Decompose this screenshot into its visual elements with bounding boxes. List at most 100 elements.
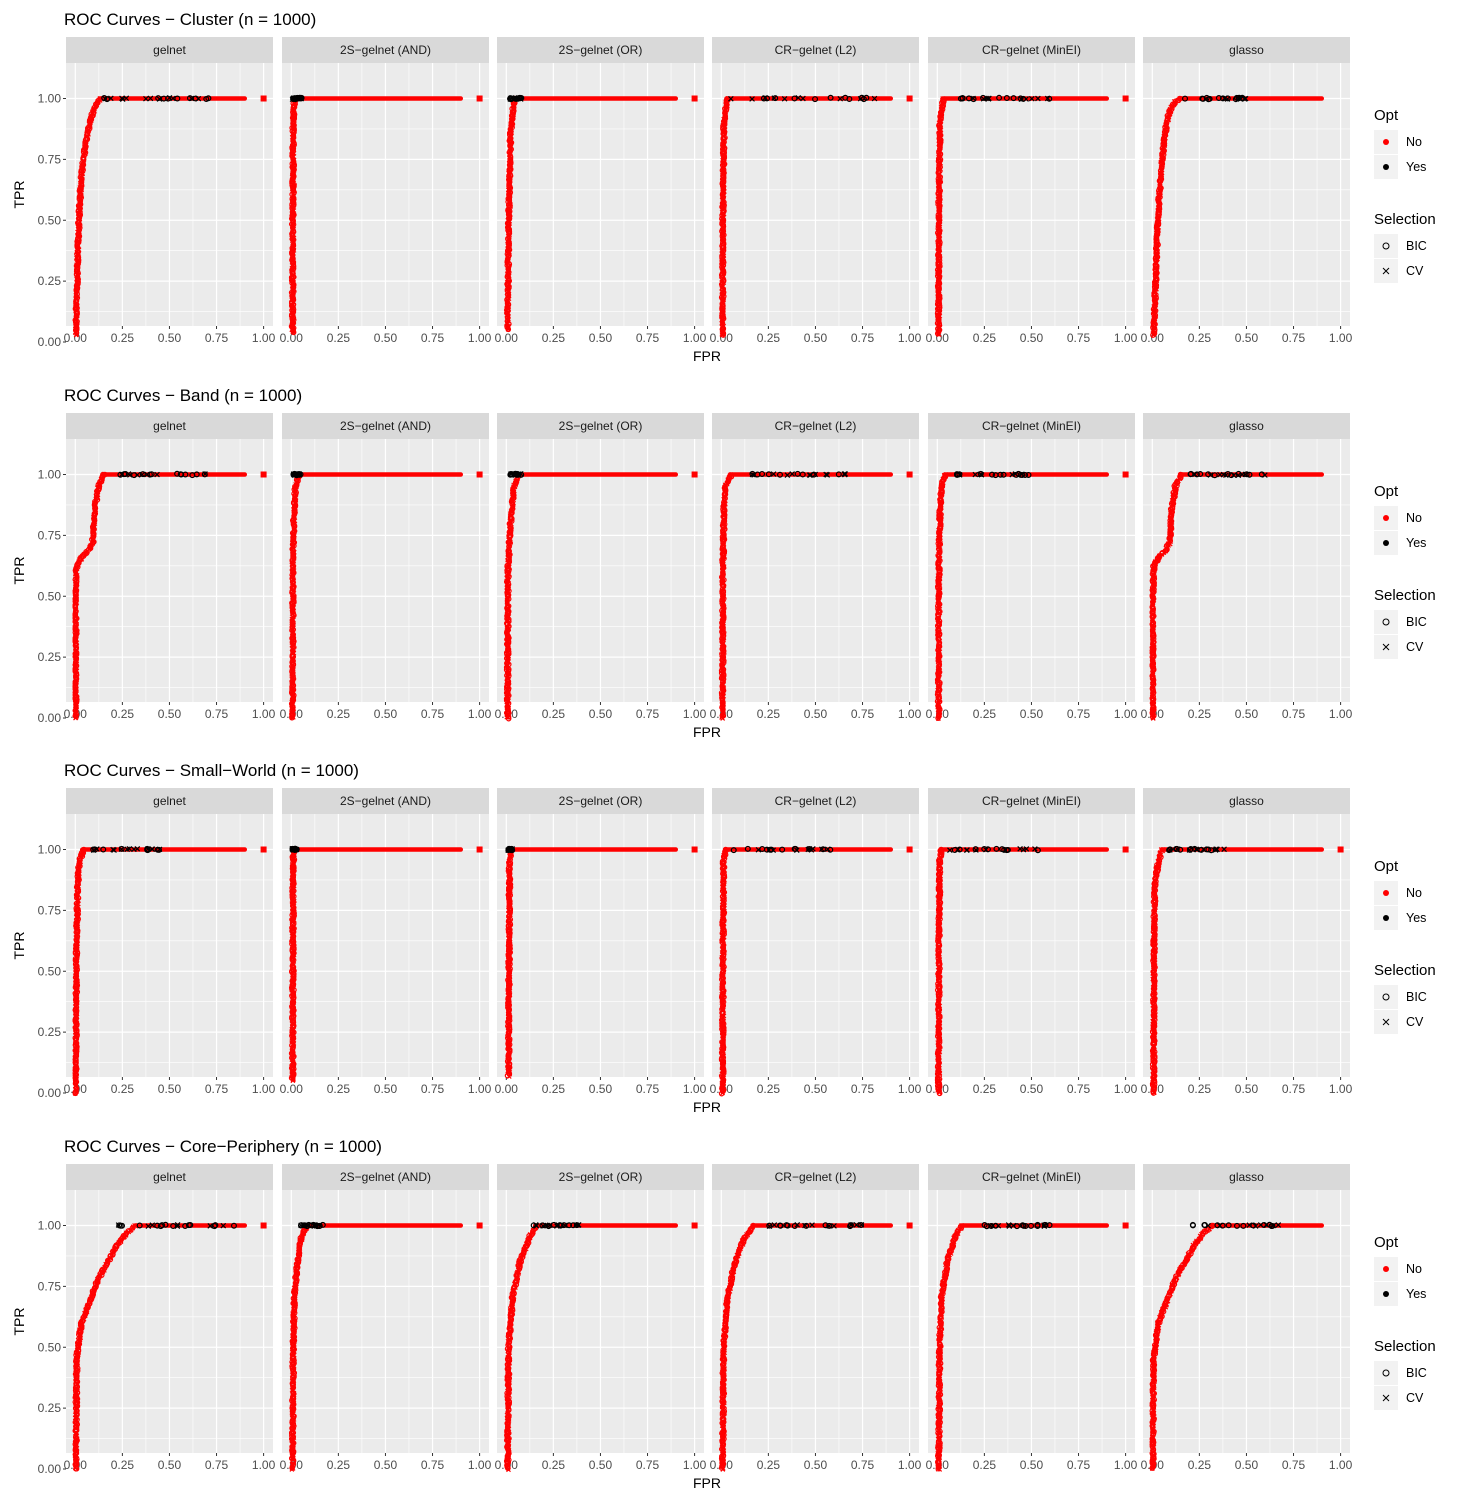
x-tick-label: 0.75	[636, 707, 660, 721]
chart-title: ROC Curves − Cluster (n = 1000)	[64, 10, 316, 29]
point-no-end	[1122, 471, 1129, 478]
y-tick-label: 1.00	[38, 92, 62, 106]
x-tick-label: 0.00	[495, 331, 519, 345]
legend-label: CV	[1406, 264, 1424, 278]
facet-panel: 2S−gelnet (AND) 0.00 0.25 0.50 0.75 1.00	[280, 37, 492, 345]
y-tick-label: 0.50	[38, 589, 62, 603]
facet-label: 2S−gelnet (OR)	[559, 419, 643, 433]
legend-key-dot	[1383, 139, 1389, 145]
facet-label: 2S−gelnet (AND)	[340, 419, 431, 433]
x-tick-label: 0.75	[421, 707, 445, 721]
facet-row: ROC Curves − Cluster (n = 1000) TPR FPR 0.0…	[11, 10, 1436, 364]
series-no	[288, 95, 483, 336]
x-tick-label: 0.50	[1235, 707, 1259, 721]
legend-label: Yes	[1406, 536, 1426, 550]
x-tick-label: 0.25	[973, 707, 997, 721]
point-yes-bic	[290, 96, 297, 103]
point-no-end	[476, 95, 483, 102]
legend-label: No	[1406, 135, 1422, 149]
point-no-end	[1122, 95, 1129, 102]
point-yes-cv	[195, 95, 202, 102]
legend-label: No	[1406, 511, 1422, 525]
legend-key	[1374, 610, 1398, 634]
x-tick-label: 0.25	[542, 707, 566, 721]
series-yes	[507, 94, 525, 103]
point-no-end	[906, 95, 913, 102]
x-axis-label: FPR	[693, 724, 721, 740]
facet-row: ROC Curves − Band (n = 1000)TPRFPR0.000.…	[11, 386, 1436, 740]
legend-title-opt: Opt	[1374, 483, 1399, 500]
y-tick-label: 0.00	[38, 335, 62, 349]
point-yes-cv	[289, 96, 296, 103]
point-yes-bic	[186, 95, 193, 102]
facet-label: glasso	[1229, 43, 1264, 57]
point-no-end	[260, 471, 267, 478]
series-no	[503, 95, 698, 333]
x-tick-label: 0.75	[851, 707, 875, 721]
chart-title: ROC Curves − Small−World (n = 1000)	[64, 761, 359, 780]
y-tick-label: 1.00	[38, 468, 62, 482]
facet-label: CR−gelnet (MinEI)	[982, 419, 1081, 433]
x-tick-label: 0.50	[589, 707, 613, 721]
legend-key	[1374, 234, 1398, 258]
facet-label: 2S−gelnet (AND)	[340, 43, 431, 57]
x-tick-label: 0.25	[327, 331, 351, 345]
y-tick-label: 0.75	[38, 903, 62, 917]
x-tick-label: 1.00	[898, 331, 922, 345]
x-tick-label: 0.75	[1067, 331, 1091, 345]
facet-row: ROC Curves − Small−World (n = 1000) TPR FP…	[11, 761, 1436, 1115]
y-tick-label: 0.50	[38, 213, 62, 227]
x-tick-label: 0.75	[205, 331, 229, 345]
x-tick-label: 0.50	[1020, 331, 1044, 345]
legend-title-opt: Opt	[1374, 107, 1399, 124]
point-no-end	[691, 471, 698, 478]
facet-panel: CR−gelnet (MinEI)0.00 0.25 0.50 0.75 1.00	[926, 37, 1138, 345]
x-tick-label: 0.25	[542, 331, 566, 345]
y-axis-label: TPR	[11, 181, 27, 209]
point-yes-cv	[147, 95, 154, 102]
legend-key-dot	[1383, 540, 1389, 546]
facet-panel: CR−gelnet (L2)0.000.250.500.751.00	[710, 413, 922, 721]
x-tick-label: 1.00	[468, 331, 492, 345]
x-axis-label: FPR	[693, 1099, 721, 1115]
point-no-bic	[85, 125, 91, 132]
facet-strip	[497, 37, 704, 63]
x-tick-label: 0.50	[804, 331, 828, 345]
point-yes-cv	[119, 95, 125, 102]
x-tick-label: 0.50	[1235, 331, 1259, 345]
x-tick-label: 0.25	[111, 1082, 135, 1096]
x-tick-label: 0.75	[1282, 331, 1306, 345]
series-yes	[507, 470, 525, 479]
x-tick-label: 0.25	[757, 707, 781, 721]
x-tick-label: 0.50	[1020, 707, 1044, 721]
series-yes	[289, 94, 305, 103]
facet-label: CR−gelnet (MinEI)	[982, 43, 1081, 57]
x-axis-label: FPR	[693, 348, 721, 364]
facet-label: CR−gelnet (L2)	[775, 419, 857, 433]
x-tick-label: 0.25	[1188, 707, 1212, 721]
x-tick-label: 0.75	[421, 331, 445, 345]
point-yes-cv	[143, 95, 149, 102]
x-tick-label: 0.50	[374, 707, 398, 721]
x-tick-label: 0.50	[804, 707, 828, 721]
x-tick-label: 0.75	[205, 707, 229, 721]
y-tick-label: 1.00	[38, 843, 62, 857]
point-yes-bic	[205, 95, 212, 102]
x-tick-label: 0.00	[280, 331, 304, 345]
y-tick-label: 0.75	[38, 528, 62, 542]
x-tick-label: 0.50	[374, 331, 398, 345]
x-tick-label: 1.00	[1329, 331, 1353, 345]
facet-panel: 2S−gelnet (AND)0.000.250.500.751.00	[280, 413, 492, 721]
y-axis-label: TPR	[11, 932, 27, 960]
y-tick-label: 0.25	[38, 274, 62, 288]
x-tick-label: 0.25	[757, 331, 781, 345]
x-tick-label: 1.00	[1114, 707, 1138, 721]
